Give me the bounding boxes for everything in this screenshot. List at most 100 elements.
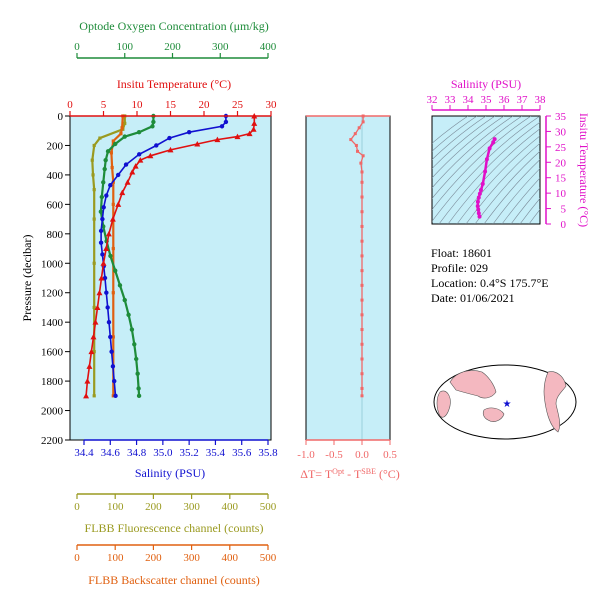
density-contour: [447, 128, 540, 224]
profile-date: Date: 01/06/2021: [431, 291, 515, 305]
salinity-point: [98, 228, 104, 234]
delta-point: [360, 269, 364, 273]
salinity-point: [108, 183, 113, 188]
float-info: Float: 18601 Profile: 029 Location: 0.4°…: [431, 246, 549, 306]
ts-y-tick-label: 25: [555, 142, 567, 154]
ts-y-tick-label: 5: [561, 204, 567, 216]
world-map: ★: [433, 364, 577, 440]
salinity-point: [108, 334, 113, 340]
fluorescence-point: [92, 188, 96, 192]
ts-point: [477, 214, 482, 219]
delta-point: [360, 254, 364, 258]
backscatter-tick-label: 100: [107, 552, 124, 564]
density-contour: [432, 116, 532, 211]
ts-y-tick-label: 30: [555, 126, 567, 138]
ts-point: [484, 157, 489, 162]
backscatter-point: [109, 151, 113, 155]
salinity-point: [115, 172, 121, 178]
temperature-point: [167, 146, 174, 153]
ts-y-tick-label: 35: [555, 111, 567, 123]
pressure-tick-label: 2200: [41, 435, 64, 447]
fluorescence-tick-label: 400: [222, 501, 239, 513]
oxygen-point: [103, 157, 108, 163]
density-contour: [528, 209, 540, 224]
delta-panel-background: [305, 115, 391, 441]
backscatter-axis-label: FLBB Backscatter channel (counts): [88, 573, 260, 587]
salinity-point: [154, 143, 159, 148]
salinity-axis-label: Salinity (PSU): [135, 466, 205, 480]
ts-density-contours: [432, 116, 540, 224]
fluorescence-point: [98, 136, 102, 140]
ts-x-tick-label: 37: [517, 94, 529, 106]
ts-x-tick-label: 36: [499, 94, 511, 106]
temperature-point: [250, 126, 257, 132]
temperature-point: [194, 140, 201, 147]
backscatter-tick-label: 400: [222, 552, 239, 564]
backscatter-tick-label: 300: [183, 552, 200, 564]
delta-point: [360, 313, 364, 317]
delta-point: [360, 283, 364, 287]
density-contour: [492, 168, 540, 224]
delta-point: [360, 239, 364, 243]
oxygen-point: [129, 327, 135, 332]
oxygen-point: [126, 312, 131, 318]
salinity-point: [123, 162, 129, 167]
density-contour: [432, 116, 496, 169]
temperature-tick-label: 0: [67, 99, 73, 111]
density-contour: [519, 197, 540, 224]
density-contour: [438, 121, 540, 224]
fluorescence-point: [92, 261, 96, 265]
fluorescence-tick-label: 300: [183, 501, 200, 513]
ts-x-tick-label: 35: [481, 94, 493, 106]
oxygen-point: [113, 141, 118, 147]
float-location: Location: 0.4°S 175.7°E: [431, 276, 549, 290]
salinity-point: [100, 252, 105, 257]
fluorescence-point: [90, 158, 94, 162]
pressure-tick-label: 1200: [41, 288, 64, 300]
backscatter-point: [111, 394, 115, 398]
backscatter-point: [111, 139, 115, 143]
delta-point: [357, 126, 361, 130]
salinity-point: [137, 152, 142, 157]
ts-point: [478, 188, 483, 193]
delta-series: [349, 114, 365, 440]
temperature-point: [137, 157, 144, 163]
pressure-tick-label: 200: [47, 140, 64, 152]
delta-tick-label: -1.0: [297, 449, 315, 461]
fluorescence-point: [91, 173, 95, 177]
salinity-point: [106, 319, 112, 325]
ts-point: [476, 211, 481, 216]
fluorescence-tick-label: 0: [74, 501, 80, 513]
salinity-point: [102, 275, 108, 281]
density-contour: [432, 116, 469, 144]
ts-temperature-axis: 0 5 10 15 20 25 30 35: [545, 111, 567, 231]
ts-point: [487, 146, 492, 151]
temperature-point: [94, 304, 101, 310]
temperature-point: [124, 179, 131, 185]
pressure-tick-label: 0: [58, 111, 64, 123]
salinity-point: [113, 393, 118, 399]
delta-point: [360, 210, 364, 214]
salinity-axis: 34.4 34.6 34.8 35.0 35.2 35.4 35.6 35.8: [74, 439, 278, 459]
ts-salinity-axis: 32 33 34 35 36 37 38: [427, 94, 547, 111]
temperature-point: [109, 216, 116, 222]
map-land-america: [543, 371, 567, 433]
salinity-tick-label: 34.8: [127, 447, 147, 459]
oxygen-point: [151, 119, 156, 125]
backscatter-point: [111, 335, 115, 339]
ts-y-tick-label: 10: [555, 188, 567, 200]
salinity-point: [223, 119, 229, 125]
delta-point: [353, 132, 357, 136]
oxygen-point: [102, 166, 107, 172]
ts-point: [477, 191, 482, 196]
delta-point: [360, 357, 364, 361]
temperature-point: [132, 163, 139, 169]
temperature-profile-line: [85, 116, 256, 396]
ts-x-tick-label: 38: [535, 94, 547, 106]
ts-y-tick-label: 0: [561, 219, 567, 231]
density-contour: [456, 135, 540, 224]
density-contour: [432, 116, 514, 189]
temperature-point: [147, 152, 154, 159]
pressure-axis-label: Pressure (decibar): [20, 235, 34, 322]
